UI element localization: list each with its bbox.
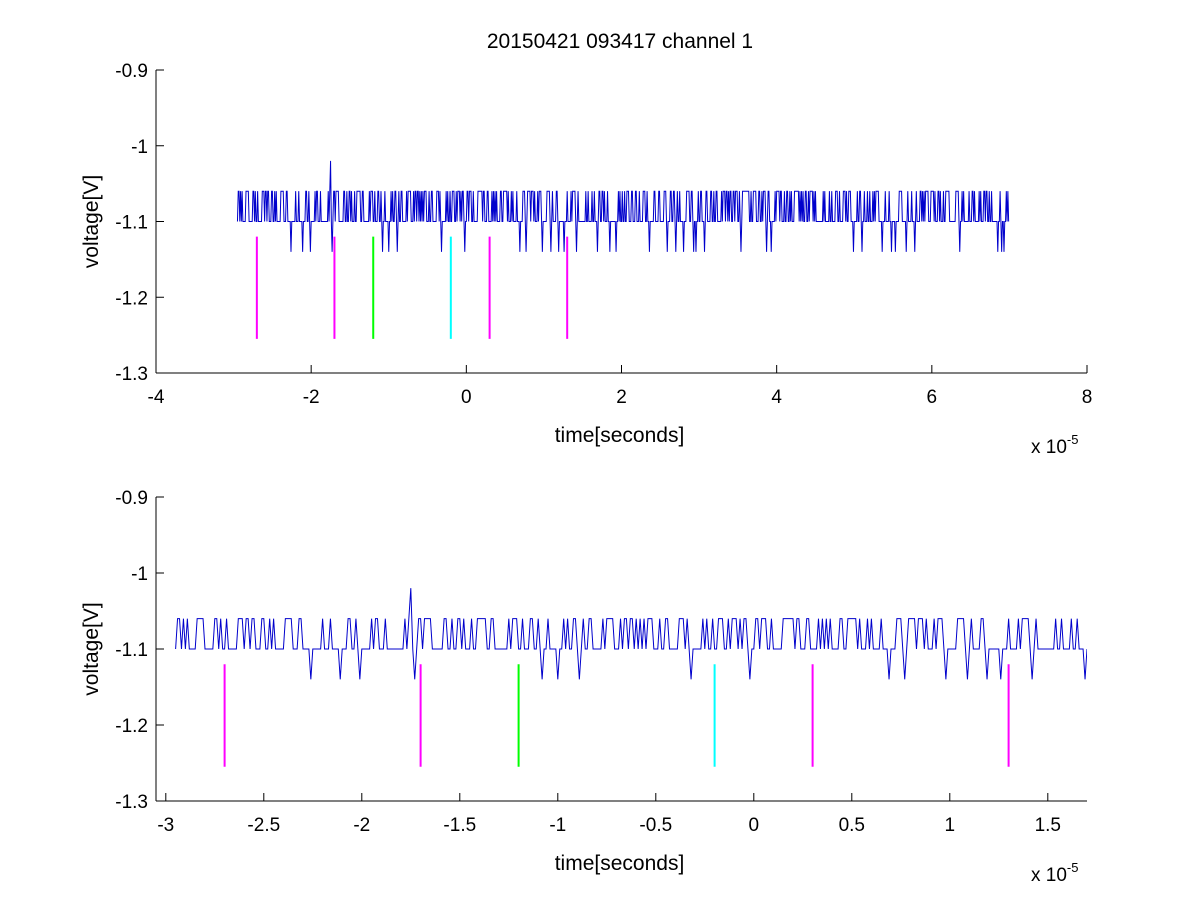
y-tick-label: -1.1 [115, 640, 148, 661]
signal-trace [236, 160, 1010, 252]
bottom-plot: -0.9 -1 -1.1 -1.2 -1.3 -3 -2.5 -2 -1.5 -1 -0.5 0 0.5… [80, 488, 1087, 886]
x-tick-label: -2 [303, 387, 320, 408]
x-tick-label: 0 [461, 387, 472, 408]
chart-title: 20150421 093417 channel 1 [487, 30, 753, 53]
y-tick-label: -0.9 [115, 488, 148, 509]
plot-area [175, 588, 1087, 767]
y-axis-label: voltage[V] [80, 602, 103, 695]
plot-area [236, 160, 1010, 339]
x-tick-label: 2 [616, 387, 627, 408]
x-tick-label: 0 [749, 815, 760, 836]
y-tick-label: -1.3 [115, 364, 148, 385]
x-tick-label: 1 [945, 815, 956, 836]
x-axis-label: time[seconds] [555, 424, 685, 447]
y-tick-label: -1.2 [115, 288, 148, 309]
x-tick-label: -4 [148, 387, 165, 408]
signal-trace [175, 588, 1087, 680]
y-axis-label: voltage[V] [80, 175, 103, 268]
y-tick-label: -1.1 [115, 213, 148, 234]
y-tick-label: -1 [131, 137, 148, 158]
x-tick-label: -2.5 [247, 815, 280, 836]
x-tick-label: 6 [927, 387, 938, 408]
x-tick-label: 4 [771, 387, 782, 408]
y-tick-label: -1.2 [115, 716, 148, 737]
x-tick-label: -1 [549, 815, 566, 836]
x-tick-label: 8 [1082, 387, 1093, 408]
x-tick-label: 1.5 [1035, 815, 1061, 836]
x-tick-label: -0.5 [639, 815, 672, 836]
y-tick-label: -0.9 [115, 61, 148, 82]
x-tick-label: 0.5 [839, 815, 865, 836]
y-tick-label: -1.3 [115, 792, 148, 813]
y-tick-label: -1 [131, 564, 148, 585]
x-exponent-label: x 10-5 [1031, 432, 1078, 458]
x-tick-label: -1.5 [443, 815, 476, 836]
x-tick-label: -2 [353, 815, 370, 836]
x-exponent-label: x 10-5 [1031, 860, 1078, 886]
x-axis-label: time[seconds] [555, 852, 685, 875]
x-tick-label: -3 [157, 815, 174, 836]
top-plot: -0.9 -1 -1.1 -1.2 -1.3-4 -2 0 2 4 6 8 time[seconds]… [80, 61, 1092, 458]
